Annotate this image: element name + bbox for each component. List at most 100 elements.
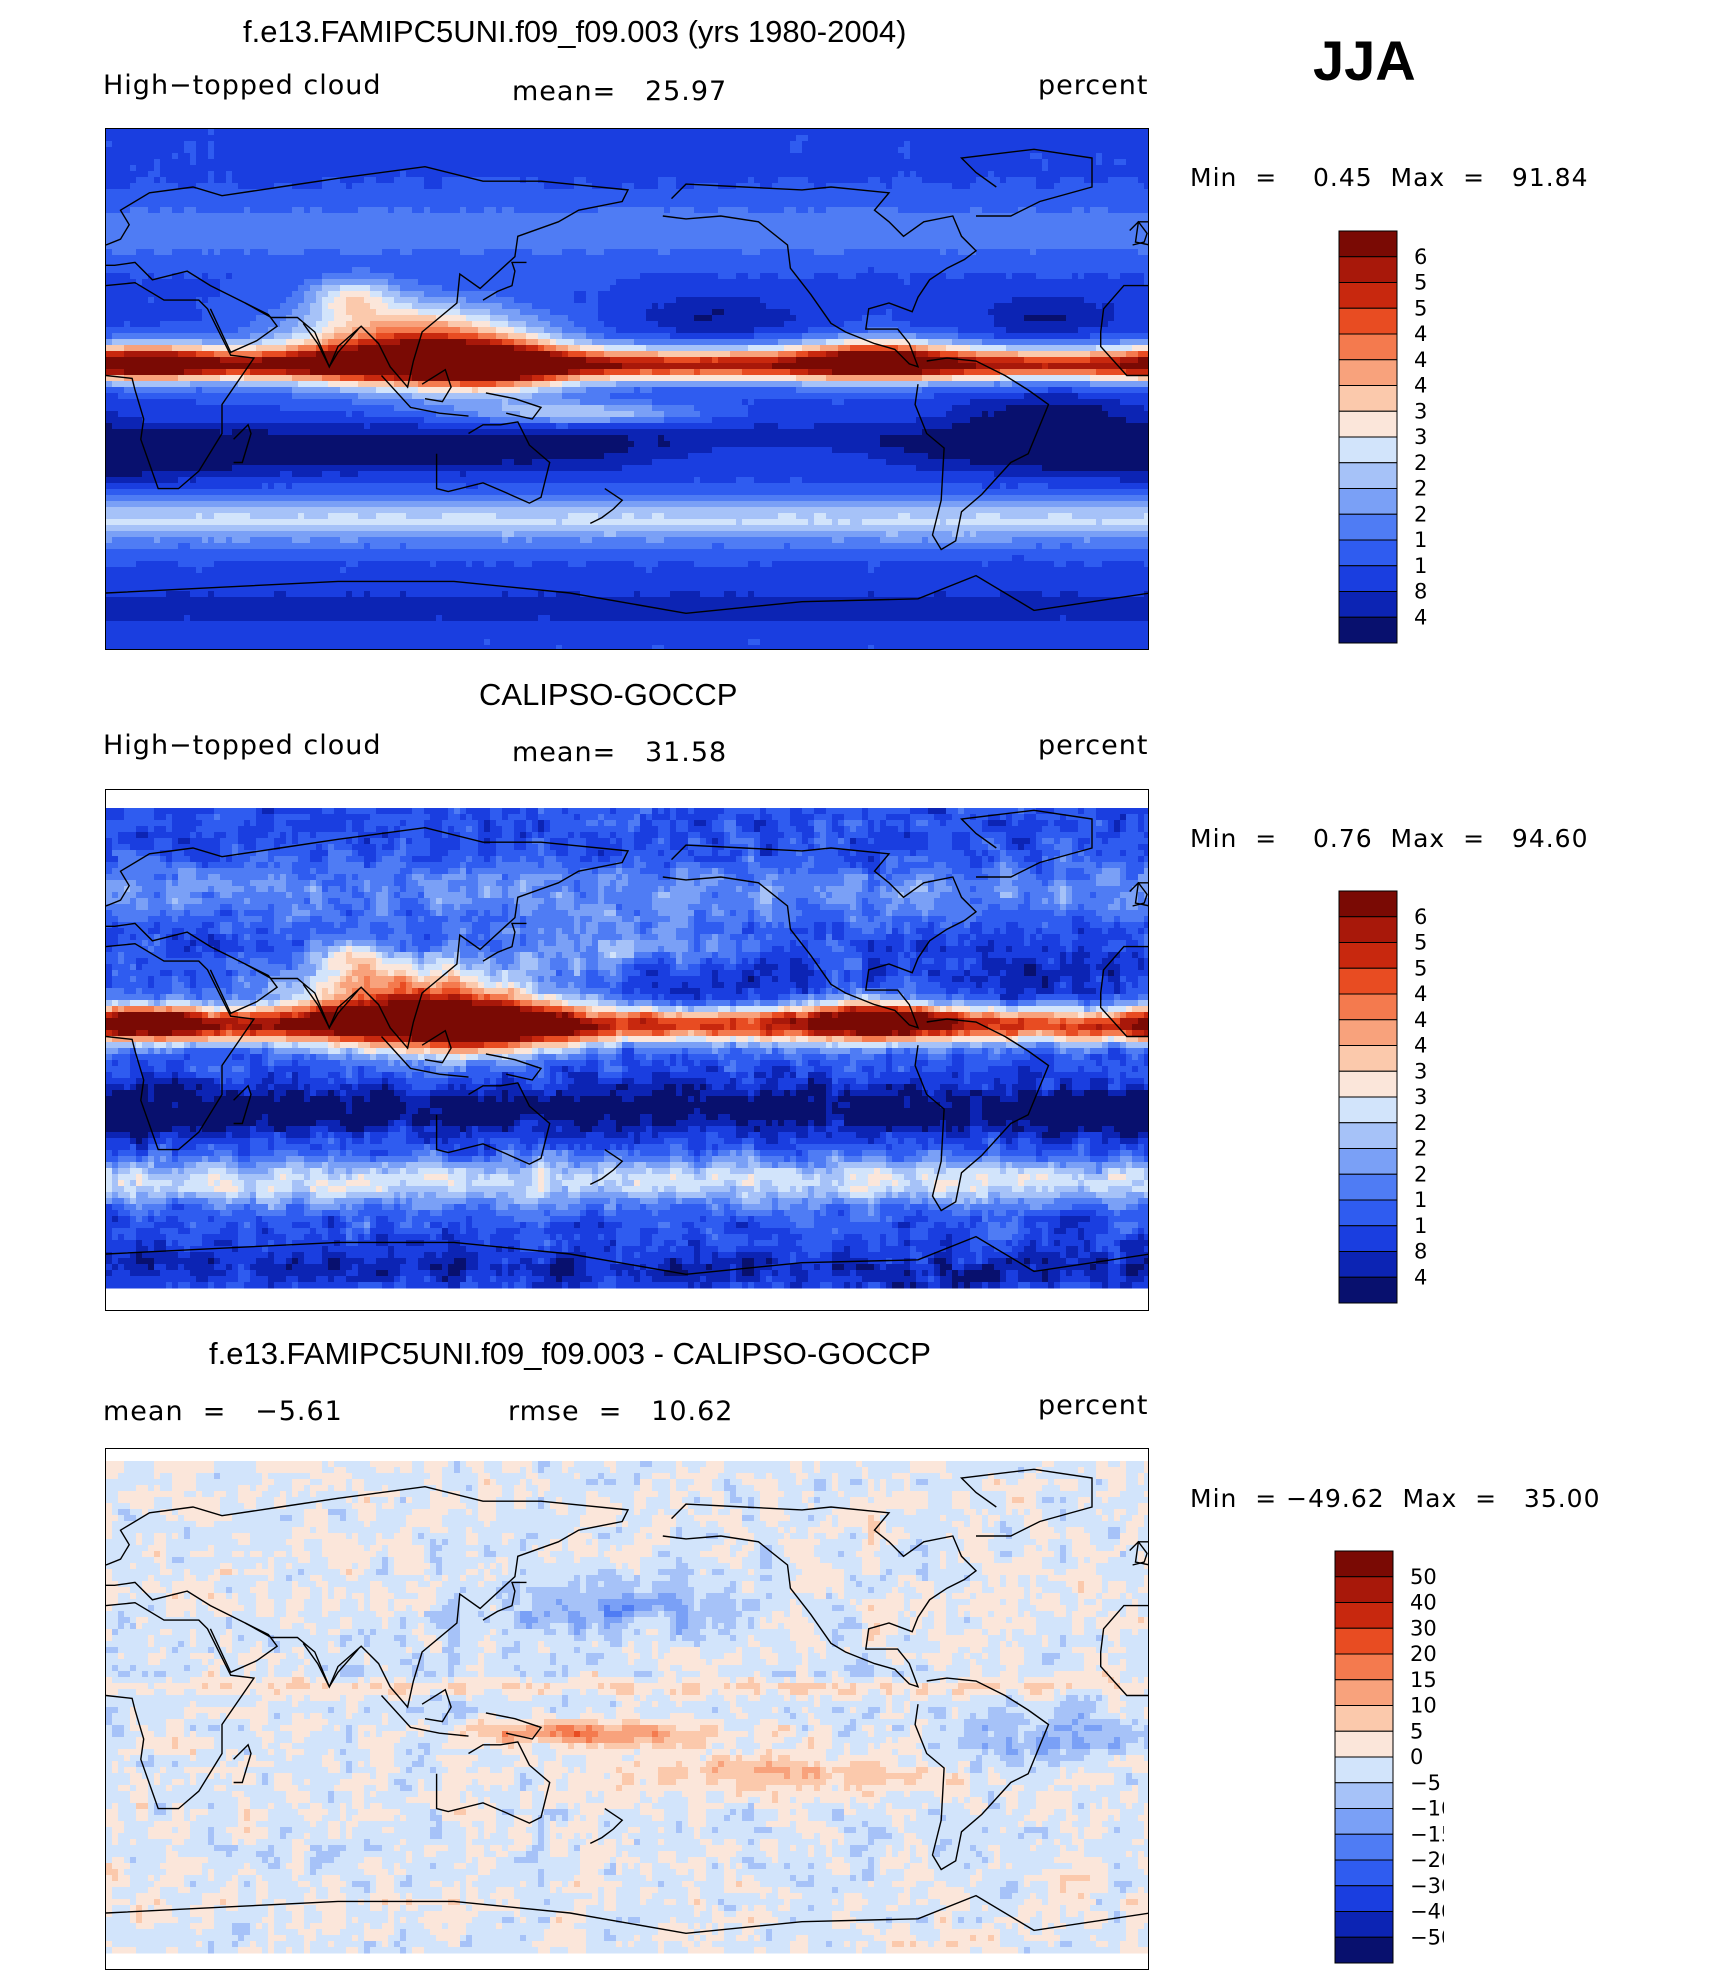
heatmap-cell: [658, 291, 665, 298]
heatmap-cell: [250, 225, 257, 232]
heatmap-cell: [1108, 183, 1115, 190]
heatmap-cell: [184, 177, 191, 184]
heatmap-cell: [628, 237, 635, 244]
heatmap-cell: [202, 153, 209, 160]
heatmap-cell: [1102, 255, 1109, 262]
heatmap-cell: [682, 267, 689, 274]
heatmap-cell: [940, 129, 947, 136]
heatmap-cell: [526, 237, 533, 244]
heatmap-cell: [736, 165, 743, 172]
heatmap-cell: [304, 177, 311, 184]
heatmap-cell: [172, 261, 179, 268]
heatmap-cell: [1060, 177, 1067, 184]
heatmap-cell: [328, 141, 335, 148]
heatmap-cell: [1048, 213, 1055, 220]
heatmap-cell: [988, 261, 995, 268]
heatmap-cell: [178, 267, 185, 274]
heatmap-cell: [532, 171, 539, 178]
heatmap-cell: [1006, 177, 1013, 184]
heatmap-cell: [484, 195, 491, 202]
heatmap-cell: [274, 273, 281, 280]
heatmap-cell: [412, 255, 419, 262]
heatmap-cell: [958, 129, 965, 136]
heatmap-cell: [340, 249, 347, 256]
heatmap-cell: [346, 159, 353, 166]
heatmap-cell: [268, 279, 275, 286]
heatmap-cell: [988, 195, 995, 202]
heatmap-cell: [856, 291, 863, 298]
heatmap-cell: [532, 219, 539, 226]
heatmap-cell: [982, 285, 989, 292]
heatmap-cell: [298, 189, 305, 196]
heatmap-cell: [850, 159, 857, 166]
heatmap-cell: [352, 171, 359, 178]
heatmap-cell: [868, 255, 875, 262]
heatmap-cell: [118, 297, 125, 304]
heatmap-cell: [1132, 141, 1139, 148]
heatmap-cell: [166, 183, 173, 190]
heatmap-cell: [970, 219, 977, 226]
heatmap-cell: [496, 201, 503, 208]
heatmap-cell: [766, 201, 773, 208]
heatmap-cell: [154, 135, 161, 142]
heatmap-cell: [310, 189, 317, 196]
heatmap-cell: [610, 213, 617, 220]
heatmap-cell: [928, 201, 935, 208]
heatmap-cell: [712, 297, 719, 304]
heatmap-cell: [556, 177, 563, 184]
heatmap-cell: [436, 141, 443, 148]
heatmap-cell: [634, 165, 641, 172]
heatmap-cell: [304, 183, 311, 190]
heatmap-cell: [850, 207, 857, 214]
heatmap-cell: [976, 231, 983, 238]
heatmap-cell: [844, 189, 851, 196]
heatmap-cell: [256, 189, 263, 196]
heatmap-cell: [712, 243, 719, 250]
heatmap-cell: [604, 207, 611, 214]
heatmap-cell: [1102, 147, 1109, 154]
heatmap-cell: [688, 261, 695, 268]
heatmap-cell: [970, 273, 977, 280]
heatmap-cell: [184, 285, 191, 292]
heatmap-cell: [376, 195, 383, 202]
heatmap-cell: [580, 249, 587, 256]
heatmap-cell: [910, 255, 917, 262]
heatmap-cell: [466, 159, 473, 166]
heatmap-cell: [1048, 285, 1055, 292]
heatmap-cell: [424, 255, 431, 262]
heatmap-cell: [472, 273, 479, 280]
heatmap-cell: [916, 195, 923, 202]
heatmap-cell: [958, 249, 965, 256]
heatmap-cell: [550, 135, 557, 142]
heatmap-cell: [1006, 165, 1013, 172]
heatmap-cell: [970, 291, 977, 298]
heatmap-cell: [124, 171, 131, 178]
heatmap-cell: [418, 159, 425, 166]
heatmap-cell: [898, 213, 905, 220]
heatmap-cell: [892, 279, 899, 286]
heatmap-cell: [820, 171, 827, 178]
heatmap-cell: [700, 141, 707, 148]
heatmap-cell: [730, 261, 737, 268]
heatmap-cell: [418, 237, 425, 244]
heatmap-cell: [334, 267, 341, 274]
heatmap-cell: [586, 165, 593, 172]
heatmap-cell: [112, 213, 119, 220]
heatmap-cell: [802, 225, 809, 232]
heatmap-cell: [760, 279, 767, 286]
heatmap-cell: [826, 147, 833, 154]
heatmap-cell: [1042, 237, 1049, 244]
heatmap-cell: [1012, 171, 1019, 178]
heatmap-cell: [394, 291, 401, 298]
heatmap-cell: [568, 237, 575, 244]
heatmap-cell: [1000, 195, 1007, 202]
heatmap-cell: [274, 159, 281, 166]
heatmap-cell: [262, 135, 269, 142]
heatmap-cell: [520, 261, 527, 268]
heatmap-cell: [826, 285, 833, 292]
heatmap-cell: [940, 273, 947, 280]
heatmap-cell: [598, 129, 605, 136]
heatmap-cell: [994, 153, 1001, 160]
heatmap-cell: [1084, 237, 1091, 244]
heatmap-cell: [526, 273, 533, 280]
